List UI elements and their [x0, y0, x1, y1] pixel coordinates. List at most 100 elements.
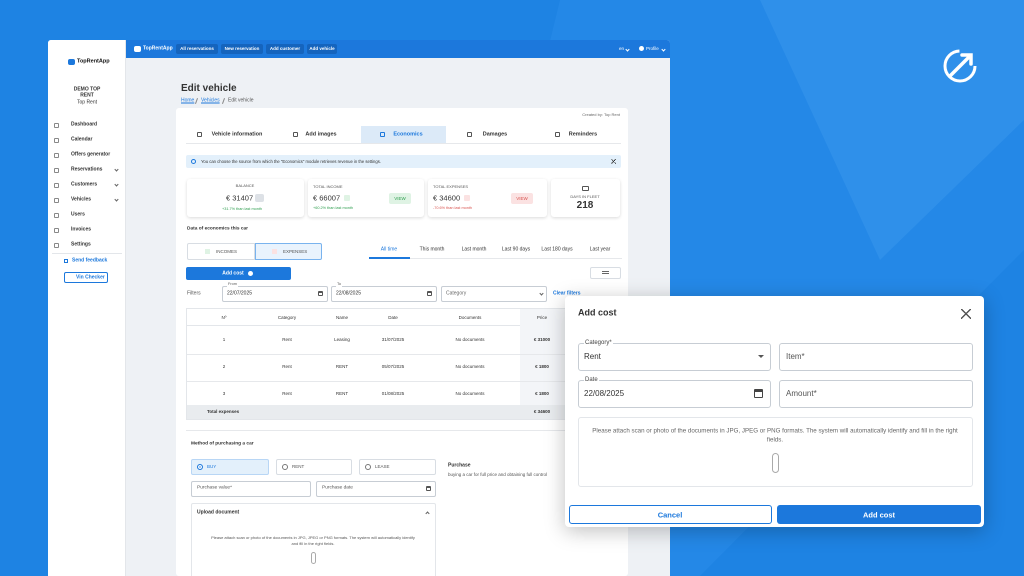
period-tab[interactable]: Last 90 days [501, 246, 531, 253]
table-cell: € 1800 [535, 363, 549, 369]
add-cost-button[interactable] [186, 267, 291, 280]
nav-button[interactable] [176, 44, 218, 54]
purchase-value-field[interactable] [191, 481, 311, 497]
view-button-label[interactable]: VIEW [516, 195, 528, 201]
language-select[interactable]: en [619, 45, 625, 51]
stat-card [187, 179, 304, 217]
item-field[interactable] [779, 343, 973, 371]
vin-checker-button[interactable] [64, 272, 108, 283]
menu-item[interactable]: Customers [71, 181, 98, 188]
toggle-label[interactable]: EXPENSES [283, 248, 308, 254]
company-name: DEMO TOP [73, 86, 101, 93]
period-tab[interactable]: This month [419, 246, 445, 253]
active-period [369, 257, 410, 259]
nav-button[interactable] [221, 44, 263, 54]
info-bar [186, 155, 621, 168]
send-feedback[interactable]: Send feedback [72, 257, 108, 264]
menu-item[interactable]: Settings [71, 241, 91, 248]
field-placeholder[interactable]: Item* [786, 352, 805, 361]
purchase-option[interactable] [276, 459, 352, 475]
submit-button[interactable] [777, 505, 981, 524]
cancel-button[interactable] [569, 505, 772, 524]
column-header: Name [335, 314, 349, 320]
menu-item[interactable]: Invoices [71, 226, 92, 233]
field-value[interactable]: 22/08/2025 [584, 389, 625, 398]
sidebar-divider [52, 253, 122, 254]
view-button[interactable] [511, 193, 533, 204]
menu-item[interactable]: Calendar [71, 136, 93, 143]
field-value[interactable]: 22/08/2025 [336, 290, 362, 297]
table-cell: RENT [335, 363, 349, 369]
menu-item[interactable]: Dashboard [71, 121, 98, 128]
add-cost-label[interactable]: Add cost [222, 270, 244, 276]
table-cell: Rent [282, 363, 292, 369]
field-placeholder[interactable]: Amount* [786, 389, 817, 398]
vin-checker[interactable]: Vin Checker [76, 274, 105, 280]
purchase-option[interactable] [359, 459, 436, 475]
upload-area[interactable] [578, 417, 973, 487]
nav-item[interactable]: New reservation [224, 45, 260, 51]
purchase-option-label[interactable]: LEASE [375, 463, 390, 469]
nav-item[interactable]: Add vehicle [309, 45, 335, 51]
tab[interactable]: Damages [482, 130, 508, 137]
category-select[interactable] [578, 343, 771, 371]
date-field[interactable] [222, 286, 328, 302]
tab[interactable]: Economics [393, 130, 423, 137]
period-tab[interactable]: Last 180 days [541, 246, 573, 253]
purchase-option-label[interactable]: BUY [207, 463, 217, 469]
stat-change: +60.2% than last month [313, 206, 353, 211]
menu-item[interactable]: Users [71, 211, 85, 218]
date-field[interactable] [331, 286, 437, 302]
field-placeholder[interactable]: Purchase value* [197, 485, 232, 491]
submit-label[interactable]: Add cost [862, 509, 896, 519]
menu-item[interactable]: Offers generator [71, 151, 111, 158]
filter-button[interactable] [590, 267, 621, 279]
breadcrumb-item[interactable]: Vehicles [201, 97, 220, 104]
period-tab[interactable]: Last month [461, 246, 487, 253]
category-field[interactable] [441, 286, 547, 302]
profile-icon [639, 46, 644, 51]
purchase-option[interactable] [191, 459, 269, 475]
field-value[interactable]: Rent [584, 352, 601, 361]
clear-filters[interactable]: Clear filters [553, 290, 581, 297]
purchase-info-title: Purchase [448, 462, 471, 469]
nav-item[interactable]: All reservations [180, 45, 214, 51]
period-tab[interactable]: All time [380, 246, 398, 253]
cancel-label[interactable]: Cancel [657, 509, 683, 519]
tab[interactable]: Add images [305, 130, 337, 137]
profile-menu[interactable]: Profile [646, 45, 659, 51]
table-cell: 01/08/2025 [381, 390, 405, 396]
period-tab[interactable]: Last year [589, 246, 611, 253]
menu-item[interactable]: Vehicles [71, 196, 92, 203]
nav-button[interactable] [266, 44, 304, 54]
tab[interactable]: Vehicle information [211, 130, 263, 137]
active-tab [361, 126, 446, 143]
purchase-option-label[interactable]: RENT [292, 463, 305, 469]
amount-field[interactable] [779, 380, 973, 408]
purchase-date-field[interactable] [316, 481, 436, 497]
nav-item[interactable]: Add customer [269, 45, 301, 51]
breadcrumb-item[interactable]: Home [181, 97, 195, 104]
stat-label: BALANCE [235, 183, 255, 188]
modal-close[interactable] [961, 309, 971, 319]
calendar-icon [427, 291, 432, 296]
tab-icon [555, 132, 560, 137]
field-placeholder[interactable]: Category [446, 290, 467, 297]
table-cell: Rent [282, 336, 292, 342]
nav-button[interactable] [307, 44, 337, 54]
toggle-incomes[interactable] [187, 243, 255, 260]
view-button-label[interactable]: VIEW [394, 195, 406, 201]
date-input[interactable] [578, 380, 771, 408]
modal [565, 296, 984, 527]
view-button[interactable] [389, 193, 411, 204]
stat-value: € 31407 [226, 193, 254, 203]
filters-label: Filters [187, 290, 201, 297]
menu-item[interactable]: Reservations [71, 166, 103, 173]
field-value[interactable]: 22/07/2025 [227, 290, 253, 297]
toggle-label[interactable]: INCOMES [216, 248, 238, 254]
field-placeholder[interactable]: Purchase date [322, 485, 353, 491]
trend-badge [464, 195, 470, 201]
info-close[interactable] [611, 159, 616, 164]
tab[interactable]: Reminders [568, 130, 598, 137]
toggle-expenses[interactable] [255, 243, 322, 260]
